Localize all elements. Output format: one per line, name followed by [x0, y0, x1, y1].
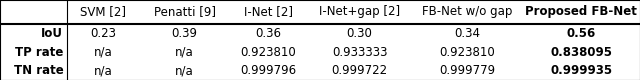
Text: I-Net+gap [2]: I-Net+gap [2] [319, 6, 400, 18]
Text: 0.39: 0.39 [172, 27, 198, 40]
Text: 0.30: 0.30 [347, 27, 372, 40]
Text: n/a: n/a [175, 64, 194, 77]
Text: n/a: n/a [94, 46, 113, 58]
Text: 0.923810: 0.923810 [440, 46, 495, 58]
Text: 0.34: 0.34 [454, 27, 481, 40]
Text: n/a: n/a [175, 46, 194, 58]
Text: TN rate: TN rate [13, 64, 63, 77]
Text: TP rate: TP rate [15, 46, 63, 58]
Text: 0.36: 0.36 [255, 27, 281, 40]
Text: 0.923810: 0.923810 [241, 46, 296, 58]
Text: I-Net [2]: I-Net [2] [244, 6, 292, 18]
Text: n/a: n/a [94, 64, 113, 77]
Text: 0.23: 0.23 [90, 27, 116, 40]
Text: SVM [2]: SVM [2] [80, 6, 126, 18]
Text: 0.999722: 0.999722 [332, 64, 388, 77]
Text: 0.999796: 0.999796 [240, 64, 296, 77]
Text: 0.838095: 0.838095 [550, 46, 612, 58]
Text: FB-Net w/o gap: FB-Net w/o gap [422, 6, 513, 18]
Text: Proposed FB-Net: Proposed FB-Net [525, 6, 637, 18]
Text: Penatti [9]: Penatti [9] [154, 6, 216, 18]
Text: 0.999935: 0.999935 [550, 64, 612, 77]
Text: 0.999779: 0.999779 [440, 64, 495, 77]
Text: 0.56: 0.56 [566, 27, 596, 40]
Text: IoU: IoU [42, 27, 63, 40]
Text: 0.933333: 0.933333 [332, 46, 387, 58]
